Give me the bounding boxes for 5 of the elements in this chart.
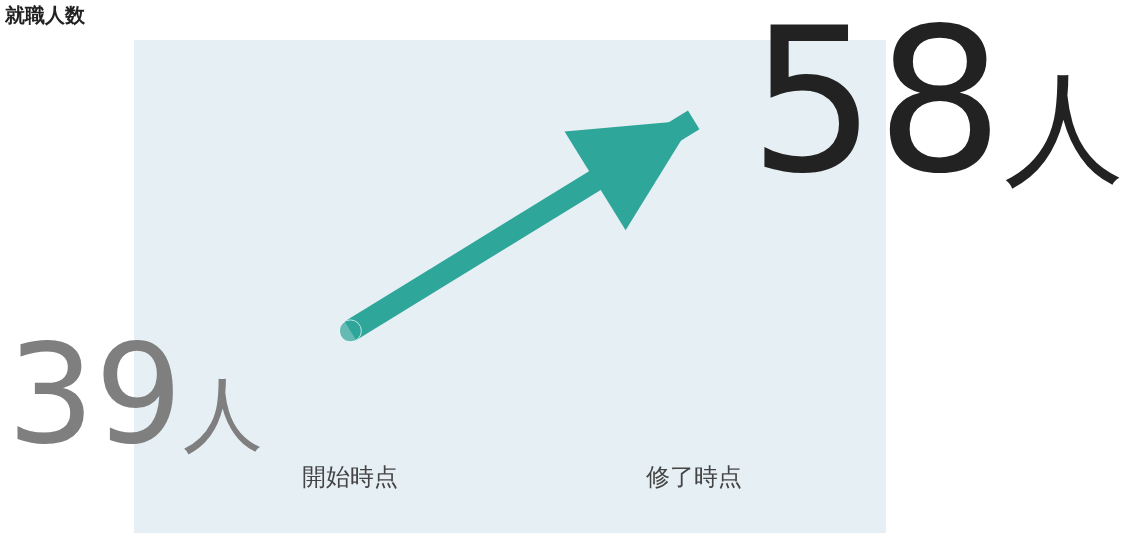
chart-title: 就職人数 [3, 3, 86, 28]
x-tick-label: 開始時点 [302, 463, 399, 491]
data-label: 39人 [7, 314, 263, 475]
data-label: 58人 [749, 0, 1124, 217]
x-tick-label: 修了時点 [645, 463, 742, 491]
